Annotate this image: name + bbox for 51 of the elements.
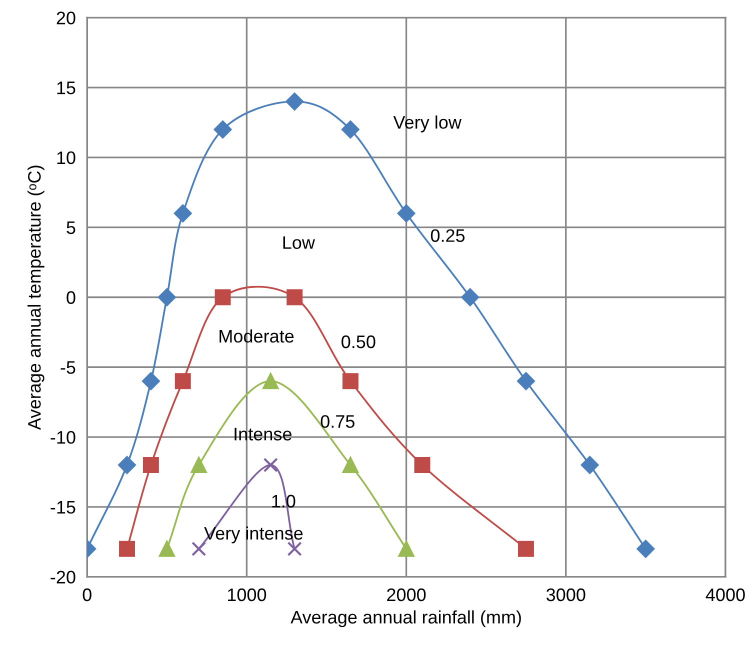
y-tick-label: 5 (66, 221, 76, 234)
point (286, 289, 303, 306)
x-tick-label: 0 (82, 588, 92, 602)
point (287, 542, 302, 556)
y-tick-label: -5 (60, 361, 76, 374)
point (118, 456, 136, 474)
y-tick-label: 0 (66, 291, 76, 304)
y-tick-label: -10 (50, 430, 76, 444)
point (142, 457, 159, 473)
x-tick-label: 4000 (706, 588, 745, 602)
point (518, 540, 534, 557)
point (119, 540, 135, 557)
point (398, 540, 414, 557)
annotation: Moderate (220, 329, 294, 343)
y-tick-label: -20 (50, 570, 76, 584)
point (174, 204, 192, 222)
point (214, 120, 232, 138)
y-axis-title: Average annual temperature (ᵒC) (28, 166, 44, 430)
point (517, 372, 535, 390)
point (214, 289, 231, 306)
point (158, 288, 176, 306)
point (342, 120, 360, 138)
annotation: Intense (234, 428, 292, 440)
annotation: 0.50 (342, 335, 376, 348)
point (397, 204, 416, 222)
x-tick-label: 2000 (387, 588, 426, 602)
point (142, 372, 160, 390)
point (262, 373, 279, 390)
point (342, 457, 358, 473)
x-tick-label: 3000 (546, 588, 586, 602)
point (636, 540, 655, 558)
point (263, 458, 278, 472)
point (286, 92, 304, 110)
y-tick-label: 20 (56, 12, 76, 24)
x-tick-label: 1000 (228, 588, 266, 602)
y-tick-label: -15 (50, 501, 76, 514)
point (414, 457, 430, 473)
point (174, 373, 191, 390)
annotation: Low (283, 236, 316, 249)
point (190, 457, 207, 473)
point (461, 288, 480, 306)
annotation: Very low (393, 115, 462, 132)
point (342, 373, 358, 390)
y-tick-label: 15 (57, 82, 76, 94)
annotation: 0.75 (320, 415, 354, 428)
point (580, 456, 599, 474)
y-tick-label: 10 (57, 151, 76, 164)
point (158, 540, 175, 557)
point (192, 542, 206, 556)
annotation: 0.25 (430, 229, 465, 242)
x-axis-title: Average annual rainfall (mm) (290, 610, 521, 628)
